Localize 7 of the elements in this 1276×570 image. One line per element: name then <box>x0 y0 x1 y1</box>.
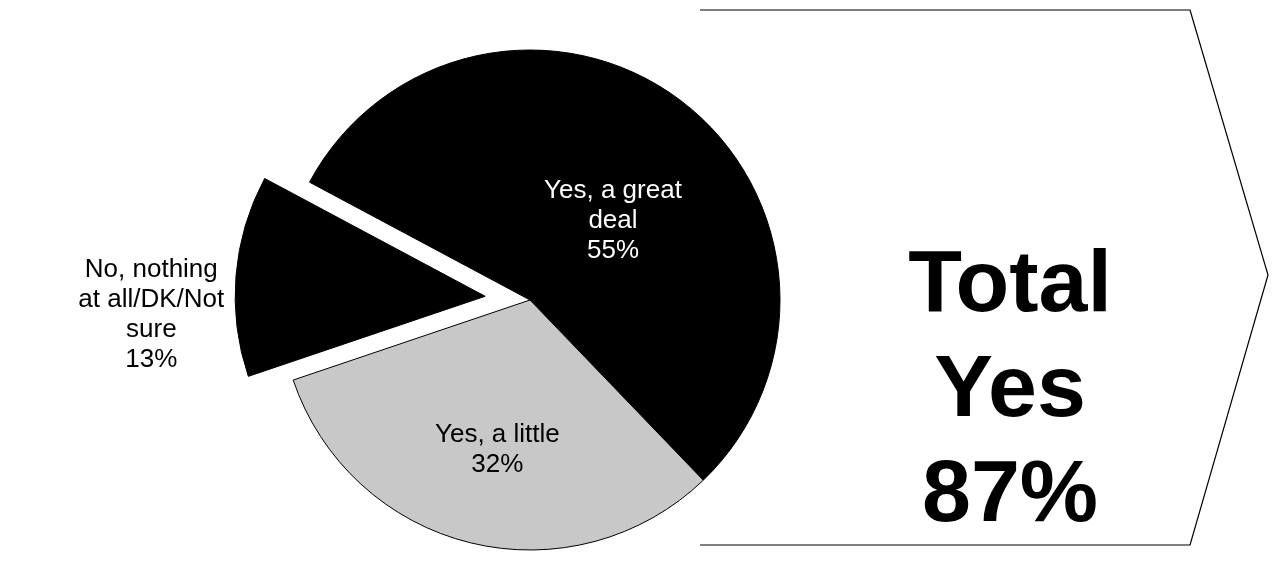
text: Total Yes 87% <box>908 231 1112 540</box>
data-label: 13% <box>125 342 178 373</box>
slice-label: Yes, a little <box>434 417 560 448</box>
data-label: 55% <box>586 234 639 265</box>
slice-label: No, nothing at all/DK/Not sure <box>78 252 226 343</box>
data-label: 32% <box>471 447 524 478</box>
slice-label: Yes, a great deal <box>544 174 683 235</box>
